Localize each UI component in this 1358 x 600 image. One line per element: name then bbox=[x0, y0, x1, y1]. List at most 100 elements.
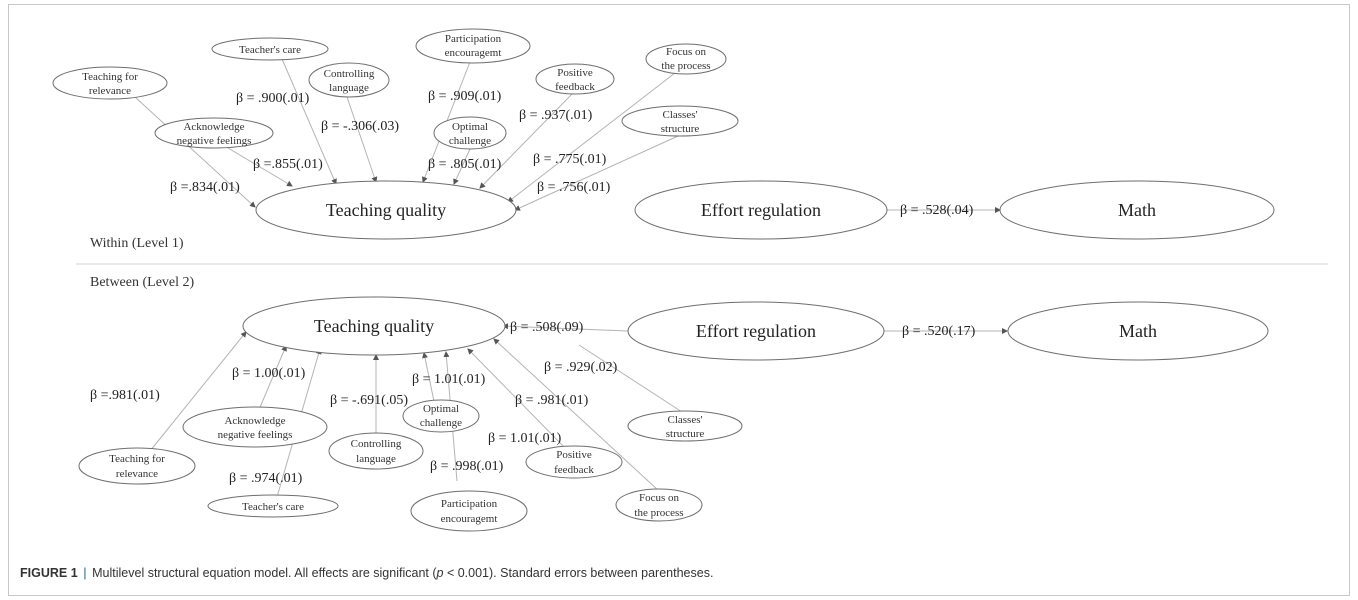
within-nodes: Teaching for relevance Teacher's care Co… bbox=[52, 28, 1275, 240]
w-node-optimal-challenge: Optimal challenge bbox=[433, 116, 507, 150]
w-node-focus-process: Focus on the process bbox=[645, 43, 727, 75]
b-beta-effort-math: β = .520(.17) bbox=[902, 324, 976, 339]
b-beta-effort-teaching: β = .508(.09) bbox=[510, 320, 584, 335]
b-beta-acknowledge: β = 1.00(.01) bbox=[232, 366, 306, 381]
b-label-optimal-challenge-2: challenge bbox=[420, 417, 462, 429]
b-label-classes-structure-1: Classes' bbox=[668, 414, 703, 426]
within-level-label: Within (Level 1) bbox=[90, 236, 184, 251]
w-beta-acknowledge: β =.855(.01) bbox=[253, 157, 323, 172]
b-label-controlling-language-2: language bbox=[356, 453, 396, 465]
w-label-classes-structure-2: structure bbox=[661, 123, 700, 135]
w-node-acknowledge: Acknowledge negative feelings bbox=[154, 117, 274, 149]
b-label-optimal-challenge-1: Optimal bbox=[423, 403, 459, 415]
b-node-effort-regulation: Effort regulation bbox=[627, 301, 885, 361]
b-node-focus-process: Focus on the process bbox=[615, 488, 703, 522]
w-label-positive-feedback-1: Positive bbox=[557, 67, 593, 79]
w-label-positive-feedback-2: feedback bbox=[555, 81, 595, 93]
b-label-teaching-for-relevance-1: Teaching for bbox=[109, 453, 165, 465]
w-label-participation-1: Participation bbox=[445, 33, 502, 45]
w-label-optimal-challenge-1: Optimal bbox=[452, 121, 488, 133]
b-node-math: Math bbox=[1007, 301, 1269, 361]
b-label-focus-process-2: the process bbox=[634, 507, 683, 519]
b-beta-teachers-care: β = .974(.01) bbox=[229, 471, 303, 486]
w-node-math: Math bbox=[999, 180, 1275, 240]
b-label-positive-feedback-1: Positive bbox=[556, 449, 592, 461]
w-label-math: Math bbox=[1118, 200, 1156, 220]
w-beta-optimal-challenge: β = .805(.01) bbox=[428, 157, 502, 172]
b-label-classes-structure-2: structure bbox=[666, 428, 705, 440]
b-label-controlling-language-1: Controlling bbox=[351, 438, 402, 450]
b-label-teaching-for-relevance-2: relevance bbox=[116, 468, 158, 480]
b-node-teachers-care: Teacher's care bbox=[207, 494, 339, 518]
b-beta-positive-feedback: β = 1.01(.01) bbox=[488, 431, 562, 446]
b-label-teachers-care: Teacher's care bbox=[242, 501, 304, 513]
figure-caption: FIGURE 1 | Multilevel structural equatio… bbox=[20, 566, 1340, 580]
w-label-teaching-for-relevance-2: relevance bbox=[89, 85, 131, 97]
w-node-classes-structure: Classes' structure bbox=[621, 105, 739, 137]
w-node-controlling-language: Controlling language bbox=[308, 62, 390, 98]
b-label-teaching-quality: Teaching quality bbox=[314, 316, 434, 336]
w-beta-effort-math: β = .528(.04) bbox=[900, 203, 974, 218]
w-label-teachers-care: Teacher's care bbox=[239, 44, 301, 56]
w-label-controlling-language-1: Controlling bbox=[324, 68, 375, 80]
within-edges bbox=[134, 58, 1001, 213]
caption-label: FIGURE 1 bbox=[20, 566, 78, 580]
w-label-optimal-challenge-2: challenge bbox=[449, 135, 491, 147]
b-beta-teaching-for-relevance: β =.981(.01) bbox=[90, 388, 160, 403]
sem-diagram: Teaching for relevance Teacher's care Co… bbox=[52, 28, 1328, 532]
figure-frame bbox=[8, 4, 1350, 596]
b-node-controlling-language: Controlling language bbox=[328, 432, 424, 470]
w-label-acknowledge-2: negative feelings bbox=[177, 135, 252, 147]
w-beta-participation: β = .909(.01) bbox=[428, 89, 502, 104]
w-node-teaching-for-relevance: Teaching for relevance bbox=[52, 66, 168, 100]
w-label-participation-2: encouragemt bbox=[445, 47, 502, 59]
b-node-acknowledge: Acknowledge negative feelings bbox=[182, 406, 328, 448]
between-nodes: Teaching quality Effort regulation Math … bbox=[78, 296, 1269, 532]
w-label-focus-process-1: Focus on bbox=[666, 46, 707, 58]
w-node-positive-feedback: Positive feedback bbox=[535, 63, 615, 95]
w-node-participation: Participation encouragemt bbox=[415, 28, 531, 64]
b-node-classes-structure: Classes' structure bbox=[627, 410, 743, 442]
w-beta-teachers-care: β = .900(.01) bbox=[236, 91, 310, 106]
b-label-effort-regulation: Effort regulation bbox=[696, 321, 816, 341]
caption-text-after: < 0.001). Standard errors between parent… bbox=[443, 566, 714, 580]
b-label-participation-2: encouragemt bbox=[441, 513, 498, 525]
w-label-teaching-for-relevance-1: Teaching for bbox=[82, 71, 138, 83]
b-node-participation: Participation encouragemt bbox=[410, 490, 528, 532]
b-node-teaching-for-relevance: Teaching for relevance bbox=[78, 447, 196, 485]
caption-text-before: Multilevel structural equation model. Al… bbox=[92, 566, 437, 580]
within-betas: β = .900(.01) β = -.306(.03) β = .909(.0… bbox=[170, 89, 974, 218]
w-label-teaching-quality: Teaching quality bbox=[326, 200, 446, 220]
w-beta-classes-structure: β = .756(.01) bbox=[537, 180, 611, 195]
w-node-teachers-care: Teacher's care bbox=[211, 37, 329, 61]
b-label-acknowledge-2: negative feelings bbox=[218, 429, 293, 441]
caption-separator: | bbox=[83, 566, 87, 580]
w-node-teaching-quality: Teaching quality bbox=[255, 180, 517, 240]
w-beta-controlling-language: β = -.306(.03) bbox=[321, 119, 399, 134]
b-label-focus-process-1: Focus on bbox=[639, 492, 680, 504]
between-level-label: Between (Level 2) bbox=[90, 275, 195, 290]
b-node-optimal-challenge: Optimal challenge bbox=[402, 399, 480, 433]
w-label-effort-regulation: Effort regulation bbox=[701, 200, 821, 220]
b-node-positive-feedback: Positive feedback bbox=[525, 445, 623, 479]
w-label-classes-structure-1: Classes' bbox=[663, 109, 698, 121]
b-beta-classes-structure: β = .929(.02) bbox=[544, 360, 618, 375]
w-node-effort-regulation: Effort regulation bbox=[634, 180, 888, 240]
b-label-acknowledge-1: Acknowledge bbox=[224, 415, 285, 427]
b-label-participation-1: Participation bbox=[441, 498, 498, 510]
caption-p-symbol: p bbox=[436, 566, 444, 580]
b-beta-focus-process: β = .981(.01) bbox=[515, 393, 589, 408]
b-beta-optimal-challenge: β = 1.01(.01) bbox=[412, 372, 486, 387]
b-beta-participation: β = .998(.01) bbox=[430, 459, 504, 474]
w-beta-positive-feedback: β = .937(.01) bbox=[519, 108, 593, 123]
w-label-controlling-language-2: language bbox=[329, 82, 369, 94]
b-label-positive-feedback-2: feedback bbox=[554, 464, 594, 476]
b-label-math: Math bbox=[1119, 321, 1157, 341]
between-betas: β = .508(.09) β = .520(.17) β = .929(.02… bbox=[90, 320, 976, 486]
w-label-acknowledge-1: Acknowledge bbox=[183, 121, 244, 133]
b-beta-controlling-language: β = -.691(.05) bbox=[330, 393, 408, 408]
w-beta-focus-process: β = .775(.01) bbox=[533, 152, 607, 167]
b-node-teaching-quality: Teaching quality bbox=[242, 296, 506, 356]
w-beta-teaching-for-relevance: β =.834(.01) bbox=[170, 180, 240, 195]
w-label-focus-process-2: the process bbox=[661, 60, 710, 72]
